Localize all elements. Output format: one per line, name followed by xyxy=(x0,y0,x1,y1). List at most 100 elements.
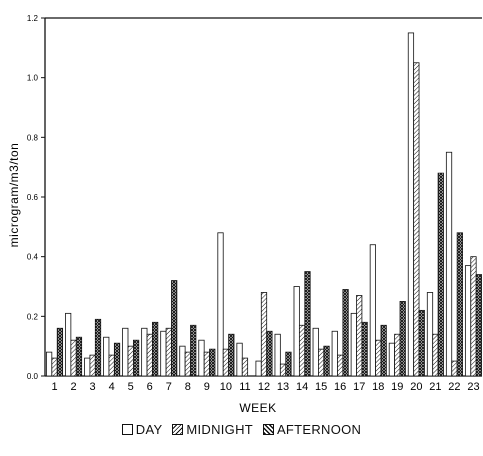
bar-midnight-week-5 xyxy=(127,345,134,377)
bar-day-week-1 xyxy=(46,351,53,377)
x-tick-label: 1 xyxy=(51,381,57,393)
y-tick-label: 0.8 xyxy=(27,133,39,142)
y-tick-label: 1.0 xyxy=(27,74,39,83)
bar-afternoon-week-21 xyxy=(437,172,444,377)
bar-day-week-5 xyxy=(122,327,129,377)
bar-afternoon-week-5 xyxy=(132,339,140,377)
bar-afternoon-week-4 xyxy=(113,342,121,377)
legend-label-day: DAY xyxy=(135,422,163,437)
bar-day-week-19 xyxy=(388,342,396,377)
bar-afternoon-week-2 xyxy=(75,336,83,377)
x-tick-label: 15 xyxy=(315,381,327,393)
bar-midnight-week-7 xyxy=(165,327,172,377)
bar-afternoon-week-6 xyxy=(152,321,159,377)
bar-midnight-week-17 xyxy=(356,295,363,377)
axis-labels: microgram/m3/ton WEEK xyxy=(7,143,276,415)
bar-day-week-17 xyxy=(350,312,357,377)
legend-label-midnight: MIDNIGHT xyxy=(186,422,254,437)
bar-afternoon-week-10 xyxy=(228,333,235,377)
bar-afternoon-week-23 xyxy=(475,274,482,377)
x-axis-label: WEEK xyxy=(239,401,276,415)
y-axis-label: microgram/m3/ton xyxy=(7,143,21,248)
legend-swatch-crosshatched xyxy=(262,424,274,435)
x-tick-label: 21 xyxy=(429,381,441,393)
legend-label-afternoon: AFTERNOON xyxy=(276,422,362,437)
bar-afternoon-week-16 xyxy=(342,289,349,377)
y-tick-label: 0.4 xyxy=(27,253,39,262)
x-tick-label: 6 xyxy=(147,381,153,393)
bar-day-week-21 xyxy=(426,292,434,377)
x-tick-label: 18 xyxy=(372,381,384,393)
bar-midnight-week-3 xyxy=(89,354,96,377)
x-tick-label: 3 xyxy=(90,381,96,393)
y-tick-label: 0.6 xyxy=(27,193,39,202)
bar-midnight-week-18 xyxy=(375,339,382,377)
bar-day-week-13 xyxy=(274,333,281,377)
bar-midnight-week-8 xyxy=(184,351,191,377)
bar-midnight-week-23 xyxy=(470,256,477,377)
bar-afternoon-week-3 xyxy=(94,318,102,377)
bar-day-week-14 xyxy=(293,286,300,377)
bar-day-week-20 xyxy=(407,32,415,377)
bar-afternoon-week-13 xyxy=(285,351,292,377)
x-tick-label: 14 xyxy=(296,381,308,393)
bar-afternoon-week-9 xyxy=(209,348,216,377)
axes: 0.00.20.40.60.81.01.21 2 3 4 5 6 7 8 9 10 11 12 13 14… xyxy=(27,14,482,393)
bar-midnight-week-19 xyxy=(394,333,401,377)
bar-midnight-week-10 xyxy=(222,348,230,377)
x-tick-label: 7 xyxy=(166,381,172,393)
bar-midnight-week-6 xyxy=(146,333,153,377)
x-tick-label: 5 xyxy=(128,381,134,393)
bar-midnight-week-2 xyxy=(70,339,77,377)
bar-midnight-week-21 xyxy=(432,333,439,377)
bar-day-week-22 xyxy=(445,151,453,377)
bar-afternoon-week-17 xyxy=(361,321,368,377)
legend-item-day: DAY xyxy=(121,422,163,437)
x-tick-label: 2 xyxy=(71,381,77,393)
y-tick-label: 0.2 xyxy=(27,312,39,321)
bar-afternoon-week-18 xyxy=(380,324,387,377)
bar-day-week-7 xyxy=(160,330,167,377)
bar-afternoon-week-12 xyxy=(266,330,273,377)
bar-day-week-23 xyxy=(464,265,472,377)
bar-midnight-week-20 xyxy=(413,62,420,377)
x-tick-label: 8 xyxy=(185,381,191,393)
x-tick-label: 12 xyxy=(258,381,270,393)
bar-day-week-18 xyxy=(369,244,376,377)
bar-day-week-15 xyxy=(312,327,319,377)
y-tick-label: 1.2 xyxy=(27,14,39,23)
bar-afternoon-week-19 xyxy=(399,301,406,377)
x-tick-label: 19 xyxy=(391,381,403,393)
x-tick-label: 9 xyxy=(204,381,210,393)
bar-day-week-16 xyxy=(331,330,338,377)
bar-midnight-week-13 xyxy=(279,363,287,377)
bar-afternoon-week-20 xyxy=(418,309,425,377)
bar-day-week-9 xyxy=(198,339,205,377)
bar-day-week-11 xyxy=(236,342,243,377)
bar-midnight-week-9 xyxy=(203,351,210,377)
x-tick-label: 23 xyxy=(467,381,479,393)
bars-group xyxy=(46,32,482,377)
bar-midnight-week-4 xyxy=(108,354,115,377)
bar-midnight-week-15 xyxy=(318,348,325,377)
legend-item-midnight: MIDNIGHT xyxy=(172,422,253,437)
bar-day-week-4 xyxy=(103,336,110,377)
legend: DAY MIDNIGHT AFTERNOON xyxy=(0,422,483,438)
bar-afternoon-week-8 xyxy=(190,324,197,377)
y-tick-label: 0.0 xyxy=(27,372,39,381)
bar-afternoon-week-1 xyxy=(56,327,64,377)
bar-day-week-8 xyxy=(179,345,186,377)
x-tick-label: 11 xyxy=(239,381,250,393)
bar-midnight-week-12 xyxy=(260,292,268,377)
bar-midnight-week-16 xyxy=(337,354,344,377)
bar-midnight-week-11 xyxy=(241,357,249,377)
bar-afternoon-week-14 xyxy=(304,271,311,377)
x-tick-label: 16 xyxy=(334,381,346,393)
bar-day-week-3 xyxy=(84,357,91,377)
legend-item-afternoon: AFTERNOON xyxy=(262,422,362,437)
x-tick-label: 17 xyxy=(353,381,365,393)
bar-midnight-week-22 xyxy=(451,360,458,377)
x-tick-label: 4 xyxy=(109,381,115,393)
legend-swatch-open xyxy=(121,424,133,435)
